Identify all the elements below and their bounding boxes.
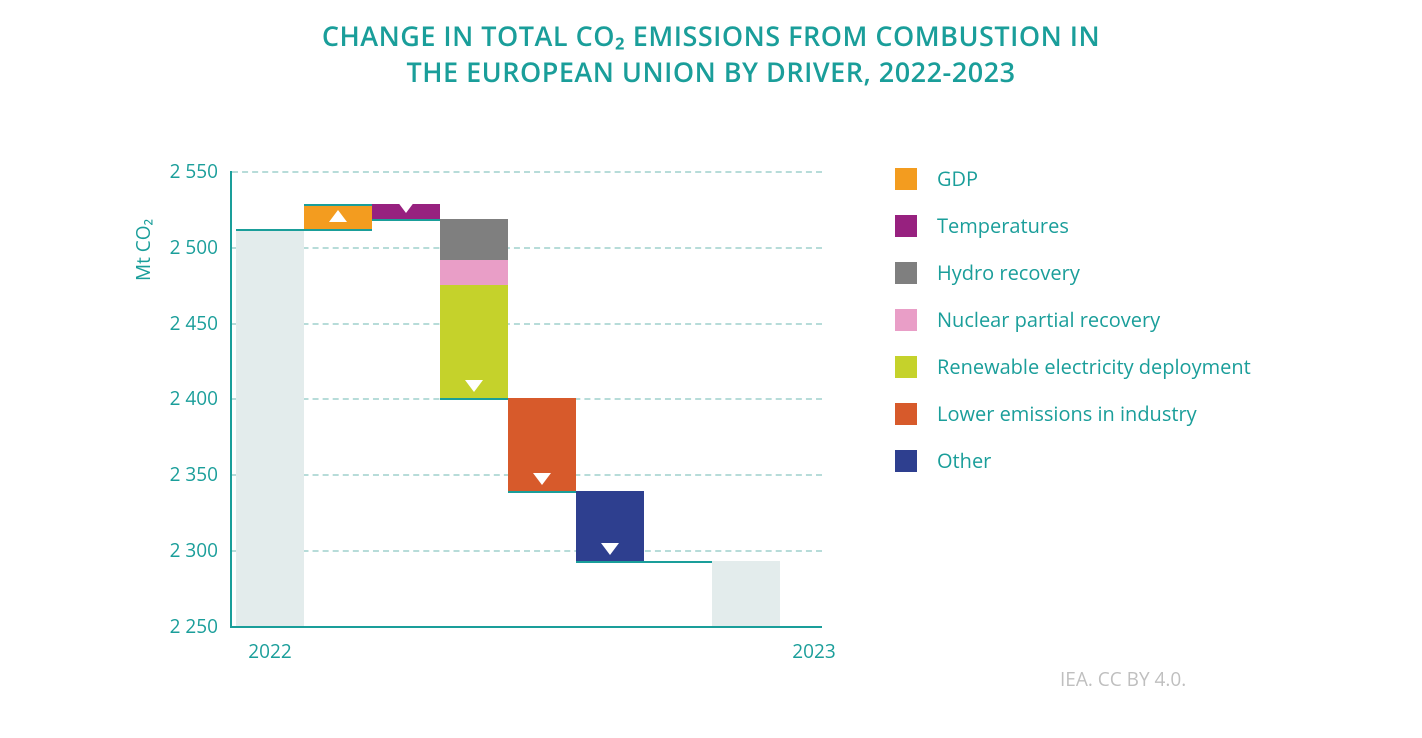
legend-swatch xyxy=(895,262,917,284)
legend-item: Other xyxy=(895,448,1251,473)
y-tick-label: 2 300 xyxy=(170,537,232,563)
gridline xyxy=(232,550,822,552)
y-tick-label: 2 500 xyxy=(170,234,232,260)
plot-area: 2 2502 3002 3502 4002 4502 5002 55020222… xyxy=(230,171,822,628)
legend-item: Lower emissions in industry xyxy=(895,401,1251,426)
chart-figure: Mt CO₂ 2 2502 3002 3502 4002 4502 5002 5… xyxy=(0,136,1422,716)
chart-title: CHANGE IN TOTAL CO₂ EMISSIONS FROM COMBU… xyxy=(0,0,1422,91)
attribution-text: IEA. CC BY 4.0. xyxy=(1060,666,1186,692)
legend-swatch xyxy=(895,215,917,237)
legend-swatch xyxy=(895,356,917,378)
bar-start_2022 xyxy=(236,229,304,626)
legend-label: Hydro recovery xyxy=(937,260,1080,285)
chart-title-line2: THE EUROPEAN UNION BY DRIVER, 2022-2023 xyxy=(0,54,1422,90)
bar-end_2023 xyxy=(712,561,780,626)
chart-title-line1: CHANGE IN TOTAL CO₂ EMISSIONS FROM COMBU… xyxy=(0,18,1422,54)
y-tick-label: 2 350 xyxy=(170,461,232,487)
legend-label: Other xyxy=(937,448,991,473)
down-arrow-icon xyxy=(440,219,508,398)
connector-line xyxy=(236,229,372,231)
legend-swatch xyxy=(895,403,917,425)
legend-label: Nuclear partial recovery xyxy=(937,307,1160,332)
down-arrow-icon xyxy=(372,204,440,219)
x-tick-label: 2022 xyxy=(248,626,291,664)
legend-label: Renewable electricity deployment xyxy=(937,354,1251,379)
legend-item: Nuclear partial recovery xyxy=(895,307,1251,332)
y-tick-label: 2 450 xyxy=(170,310,232,336)
down-arrow-icon xyxy=(508,398,576,491)
legend-item: Temperatures xyxy=(895,213,1251,238)
legend-item: Renewable electricity deployment xyxy=(895,354,1251,379)
legend-swatch xyxy=(895,309,917,331)
gridline xyxy=(232,323,822,325)
legend-swatch xyxy=(895,450,917,472)
down-arrow-icon xyxy=(576,491,644,561)
gridline xyxy=(232,247,822,249)
y-tick-label: 2 400 xyxy=(170,385,232,411)
legend-label: Lower emissions in industry xyxy=(937,401,1197,426)
y-tick-label: 2 250 xyxy=(170,613,232,639)
x-tick-label: 2023 xyxy=(792,626,835,664)
legend-item: GDP xyxy=(895,166,1251,191)
legend-label: Temperatures xyxy=(937,213,1069,238)
gridline xyxy=(232,171,822,173)
up-arrow-icon xyxy=(304,204,372,228)
legend-swatch xyxy=(895,168,917,190)
y-tick-label: 2 550 xyxy=(170,158,232,184)
y-axis-label: Mt CO₂ xyxy=(130,219,156,281)
legend-label: GDP xyxy=(937,166,978,191)
legend-item: Hydro recovery xyxy=(895,260,1251,285)
legend: GDP Temperatures Hydro recovery Nuclear pa… xyxy=(895,166,1251,495)
